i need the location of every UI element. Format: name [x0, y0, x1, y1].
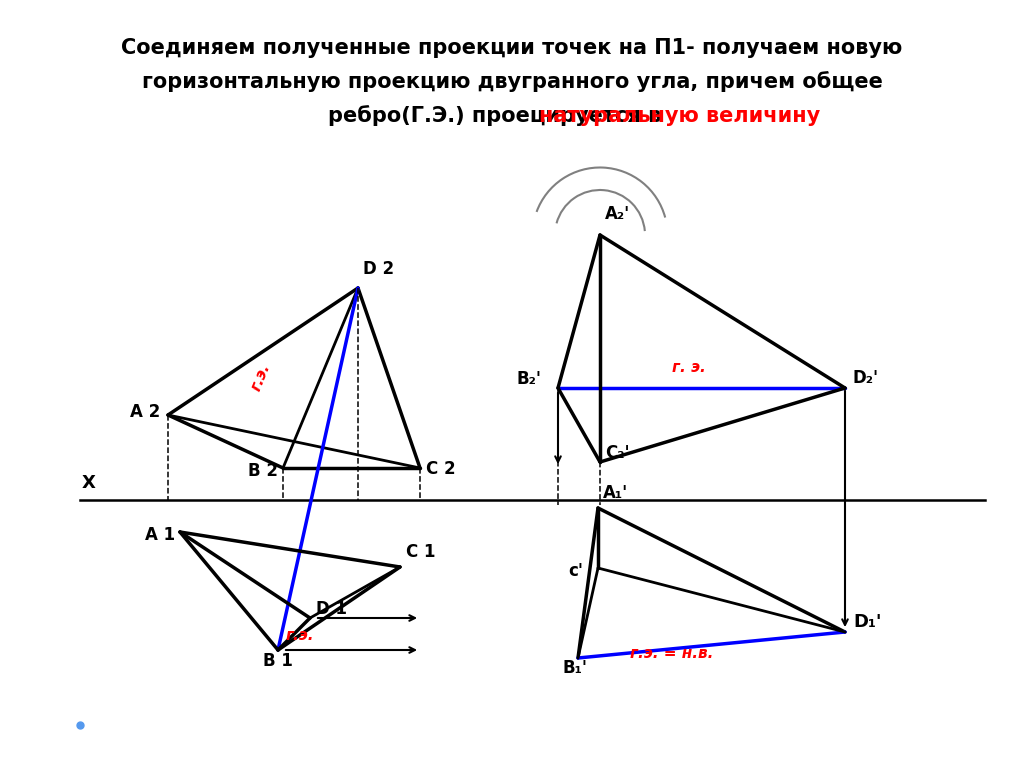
Text: A 2: A 2 — [130, 403, 160, 421]
Text: B 2: B 2 — [248, 462, 278, 480]
Text: натуральную величину: натуральную величину — [540, 106, 820, 126]
Text: D₁': D₁' — [853, 613, 882, 631]
Text: C 1: C 1 — [406, 543, 435, 561]
Text: D 1: D 1 — [316, 600, 347, 618]
Text: ребро(Г.Э.) проецируется в: ребро(Г.Э.) проецируется в — [328, 105, 668, 127]
Text: C 2: C 2 — [426, 460, 456, 478]
Text: c': c' — [568, 562, 583, 580]
Text: г. э.: г. э. — [672, 360, 706, 375]
Text: X: X — [82, 474, 96, 492]
Text: A₂': A₂' — [605, 205, 630, 223]
Text: C₂': C₂' — [605, 444, 630, 462]
Text: Соединяем полученные проекции точек на П1- получаем новую: Соединяем полученные проекции точек на П… — [122, 38, 902, 58]
Text: A 1: A 1 — [145, 526, 175, 544]
Text: г.э.: г.э. — [248, 361, 272, 393]
Text: A₁': A₁' — [603, 484, 629, 502]
Text: B₂': B₂' — [516, 370, 541, 388]
Text: г.э. = н.в.: г.э. = н.в. — [630, 646, 714, 661]
Text: г.э.: г.э. — [286, 628, 314, 643]
Text: D 2: D 2 — [362, 260, 394, 278]
Text: B 1: B 1 — [263, 652, 293, 670]
Text: горизонтальную проекцию двугранного угла, причем общее: горизонтальную проекцию двугранного угла… — [141, 71, 883, 92]
Text: B₁': B₁' — [563, 659, 588, 677]
Text: D₂': D₂' — [853, 369, 880, 387]
